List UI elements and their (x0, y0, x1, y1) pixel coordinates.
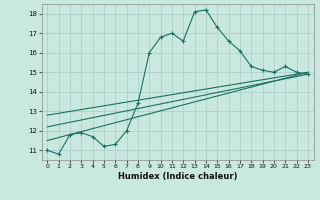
X-axis label: Humidex (Indice chaleur): Humidex (Indice chaleur) (118, 172, 237, 181)
